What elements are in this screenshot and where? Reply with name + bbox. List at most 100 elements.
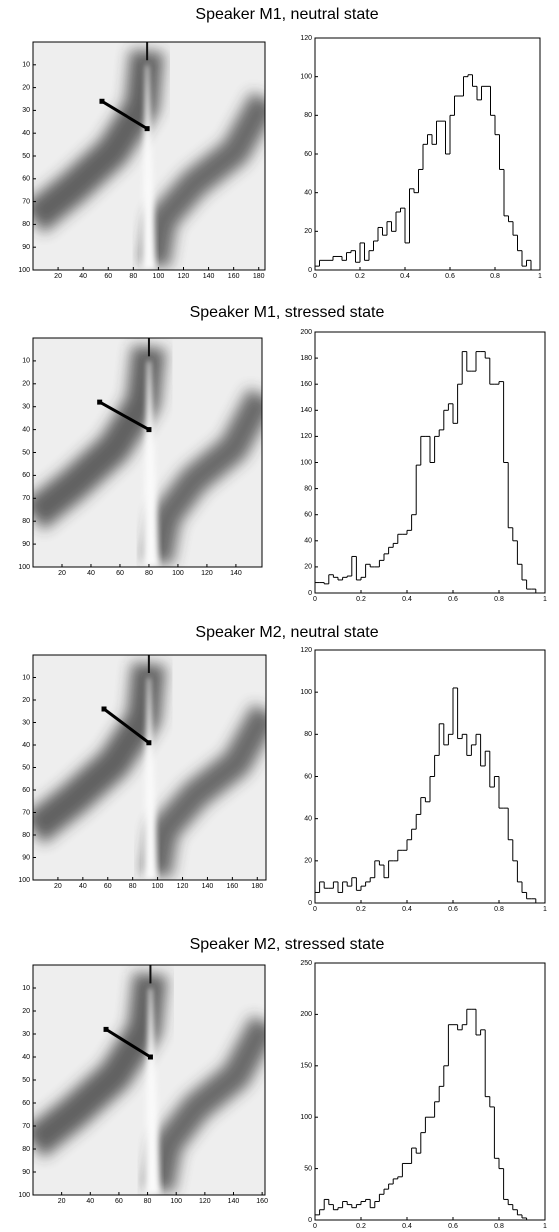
y-tick-label: 60 — [304, 773, 312, 780]
y-tick-label: 30 — [22, 1031, 30, 1038]
x-tick-label: 120 — [201, 570, 213, 577]
y-tick-label: 250 — [300, 960, 312, 967]
x-tick-label: 1 — [543, 906, 547, 913]
y-tick-label: 80 — [304, 731, 312, 738]
x-tick-label: 0.8 — [494, 906, 504, 913]
x-tick-label: 40 — [79, 273, 87, 280]
y-tick-label: 30 — [22, 719, 30, 726]
x-tick-label: 20 — [58, 570, 66, 577]
dark-band — [144, 1015, 265, 1194]
y-tick-label: 100 — [18, 267, 30, 274]
axes-frame — [314, 962, 546, 1221]
y-tick-label: 50 — [22, 1077, 30, 1084]
y-tick-label: 90 — [22, 1169, 30, 1176]
segment — [105, 1028, 152, 1059]
panel-title: Speaker M2, neutral state — [195, 624, 378, 641]
y-tick-label: 100 — [300, 74, 312, 81]
y-tick-label: 100 — [18, 877, 30, 884]
segment-end — [103, 1026, 109, 1032]
y-tick-label: 20 — [304, 858, 312, 865]
x-tick-label: 20 — [58, 1198, 66, 1205]
y-tick-label: 80 — [304, 112, 312, 119]
y-tick-label: 0 — [308, 590, 312, 597]
x-tick-label: 140 — [203, 273, 215, 280]
x-tick-label: 0.2 — [355, 273, 365, 280]
light-wedge — [144, 988, 161, 1195]
y-tick-label: 20 — [22, 1008, 30, 1015]
x-tick-label: 0 — [313, 273, 317, 280]
x-tick-label: 0.8 — [490, 273, 500, 280]
y-tick-label: 50 — [22, 153, 30, 160]
y-tick-label: 200 — [300, 329, 312, 336]
light-wedge — [143, 677, 158, 880]
panel-title: Speaker M1, neutral state — [195, 6, 378, 23]
x-tick-label: 160 — [227, 883, 239, 890]
x-tick-label: 120 — [177, 883, 189, 890]
y-tick-label: 100 — [300, 1114, 312, 1121]
y-tick-label: 70 — [22, 809, 30, 816]
plot-area — [315, 687, 545, 904]
x-tick-label: 80 — [129, 273, 137, 280]
segment — [98, 400, 150, 431]
y-tick-label: 40 — [22, 1054, 30, 1061]
x-tick-label: 80 — [145, 570, 153, 577]
y-tick-label: 40 — [304, 190, 312, 197]
x-tick-label: 140 — [230, 570, 242, 577]
plot-area — [33, 655, 266, 880]
y-tick-label: 10 — [22, 62, 30, 69]
heatmap-image — [33, 965, 265, 1195]
y-tick-label: 150 — [300, 1063, 312, 1070]
y-tick-label: 100 — [300, 459, 312, 466]
y-tick-label: 100 — [300, 689, 312, 696]
y-tick-label: 70 — [22, 198, 30, 205]
y-tick-label: 50 — [304, 1165, 312, 1172]
dark-band — [33, 345, 166, 530]
x-tick-label: 0.8 — [494, 596, 504, 603]
y-tick-label: 60 — [22, 176, 30, 183]
y-tick-label: 160 — [300, 381, 312, 388]
dark-band — [139, 91, 265, 268]
x-tick-label: 0.4 — [402, 596, 412, 603]
y-tick-label: 30 — [22, 107, 30, 114]
y-tick-label: 100 — [18, 1192, 30, 1199]
x-tick-label: 180 — [251, 883, 263, 890]
x-tick-label: 0 — [313, 906, 317, 913]
heatmap-image — [33, 655, 266, 880]
dark-band — [33, 49, 165, 234]
y-tick-label: 120 — [300, 647, 312, 654]
y-tick-label: 70 — [22, 495, 30, 502]
dark-band — [33, 662, 166, 844]
y-tick-label: 20 — [304, 228, 312, 235]
y-tick-label: 20 — [22, 84, 30, 91]
x-tick-label: 0 — [313, 1223, 317, 1230]
segment-end — [97, 399, 103, 405]
panel-title: Speaker M2, stressed state — [190, 936, 385, 953]
y-tick-label: 180 — [300, 355, 312, 362]
y-tick-label: 60 — [304, 151, 312, 158]
y-tick-label: 10 — [22, 674, 30, 681]
x-tick-label: 120 — [178, 273, 190, 280]
x-tick-label: 0 — [313, 596, 317, 603]
y-tick-label: 100 — [18, 564, 30, 571]
y-tick-label: 60 — [304, 512, 312, 519]
segment-end — [144, 126, 150, 132]
x-tick-label: 0.2 — [356, 906, 366, 913]
y-tick-label: 50 — [22, 449, 30, 456]
dark-band — [141, 703, 266, 878]
x-tick-label: 140 — [202, 883, 214, 890]
segment-end — [146, 427, 152, 433]
y-tick-label: 120 — [300, 35, 312, 42]
light-wedge — [142, 64, 156, 270]
x-tick-label: 100 — [170, 1198, 182, 1205]
heatmap-image — [33, 42, 265, 270]
x-tick-label: 40 — [87, 570, 95, 577]
x-tick-label: 80 — [144, 1198, 152, 1205]
x-tick-label: 100 — [172, 570, 184, 577]
plot-area — [33, 965, 265, 1195]
x-tick-label: 100 — [152, 883, 164, 890]
x-tick-label: 0.2 — [356, 596, 366, 603]
y-tick-label: 20 — [22, 381, 30, 388]
y-tick-label: 30 — [22, 404, 30, 411]
plot-area — [33, 42, 265, 270]
